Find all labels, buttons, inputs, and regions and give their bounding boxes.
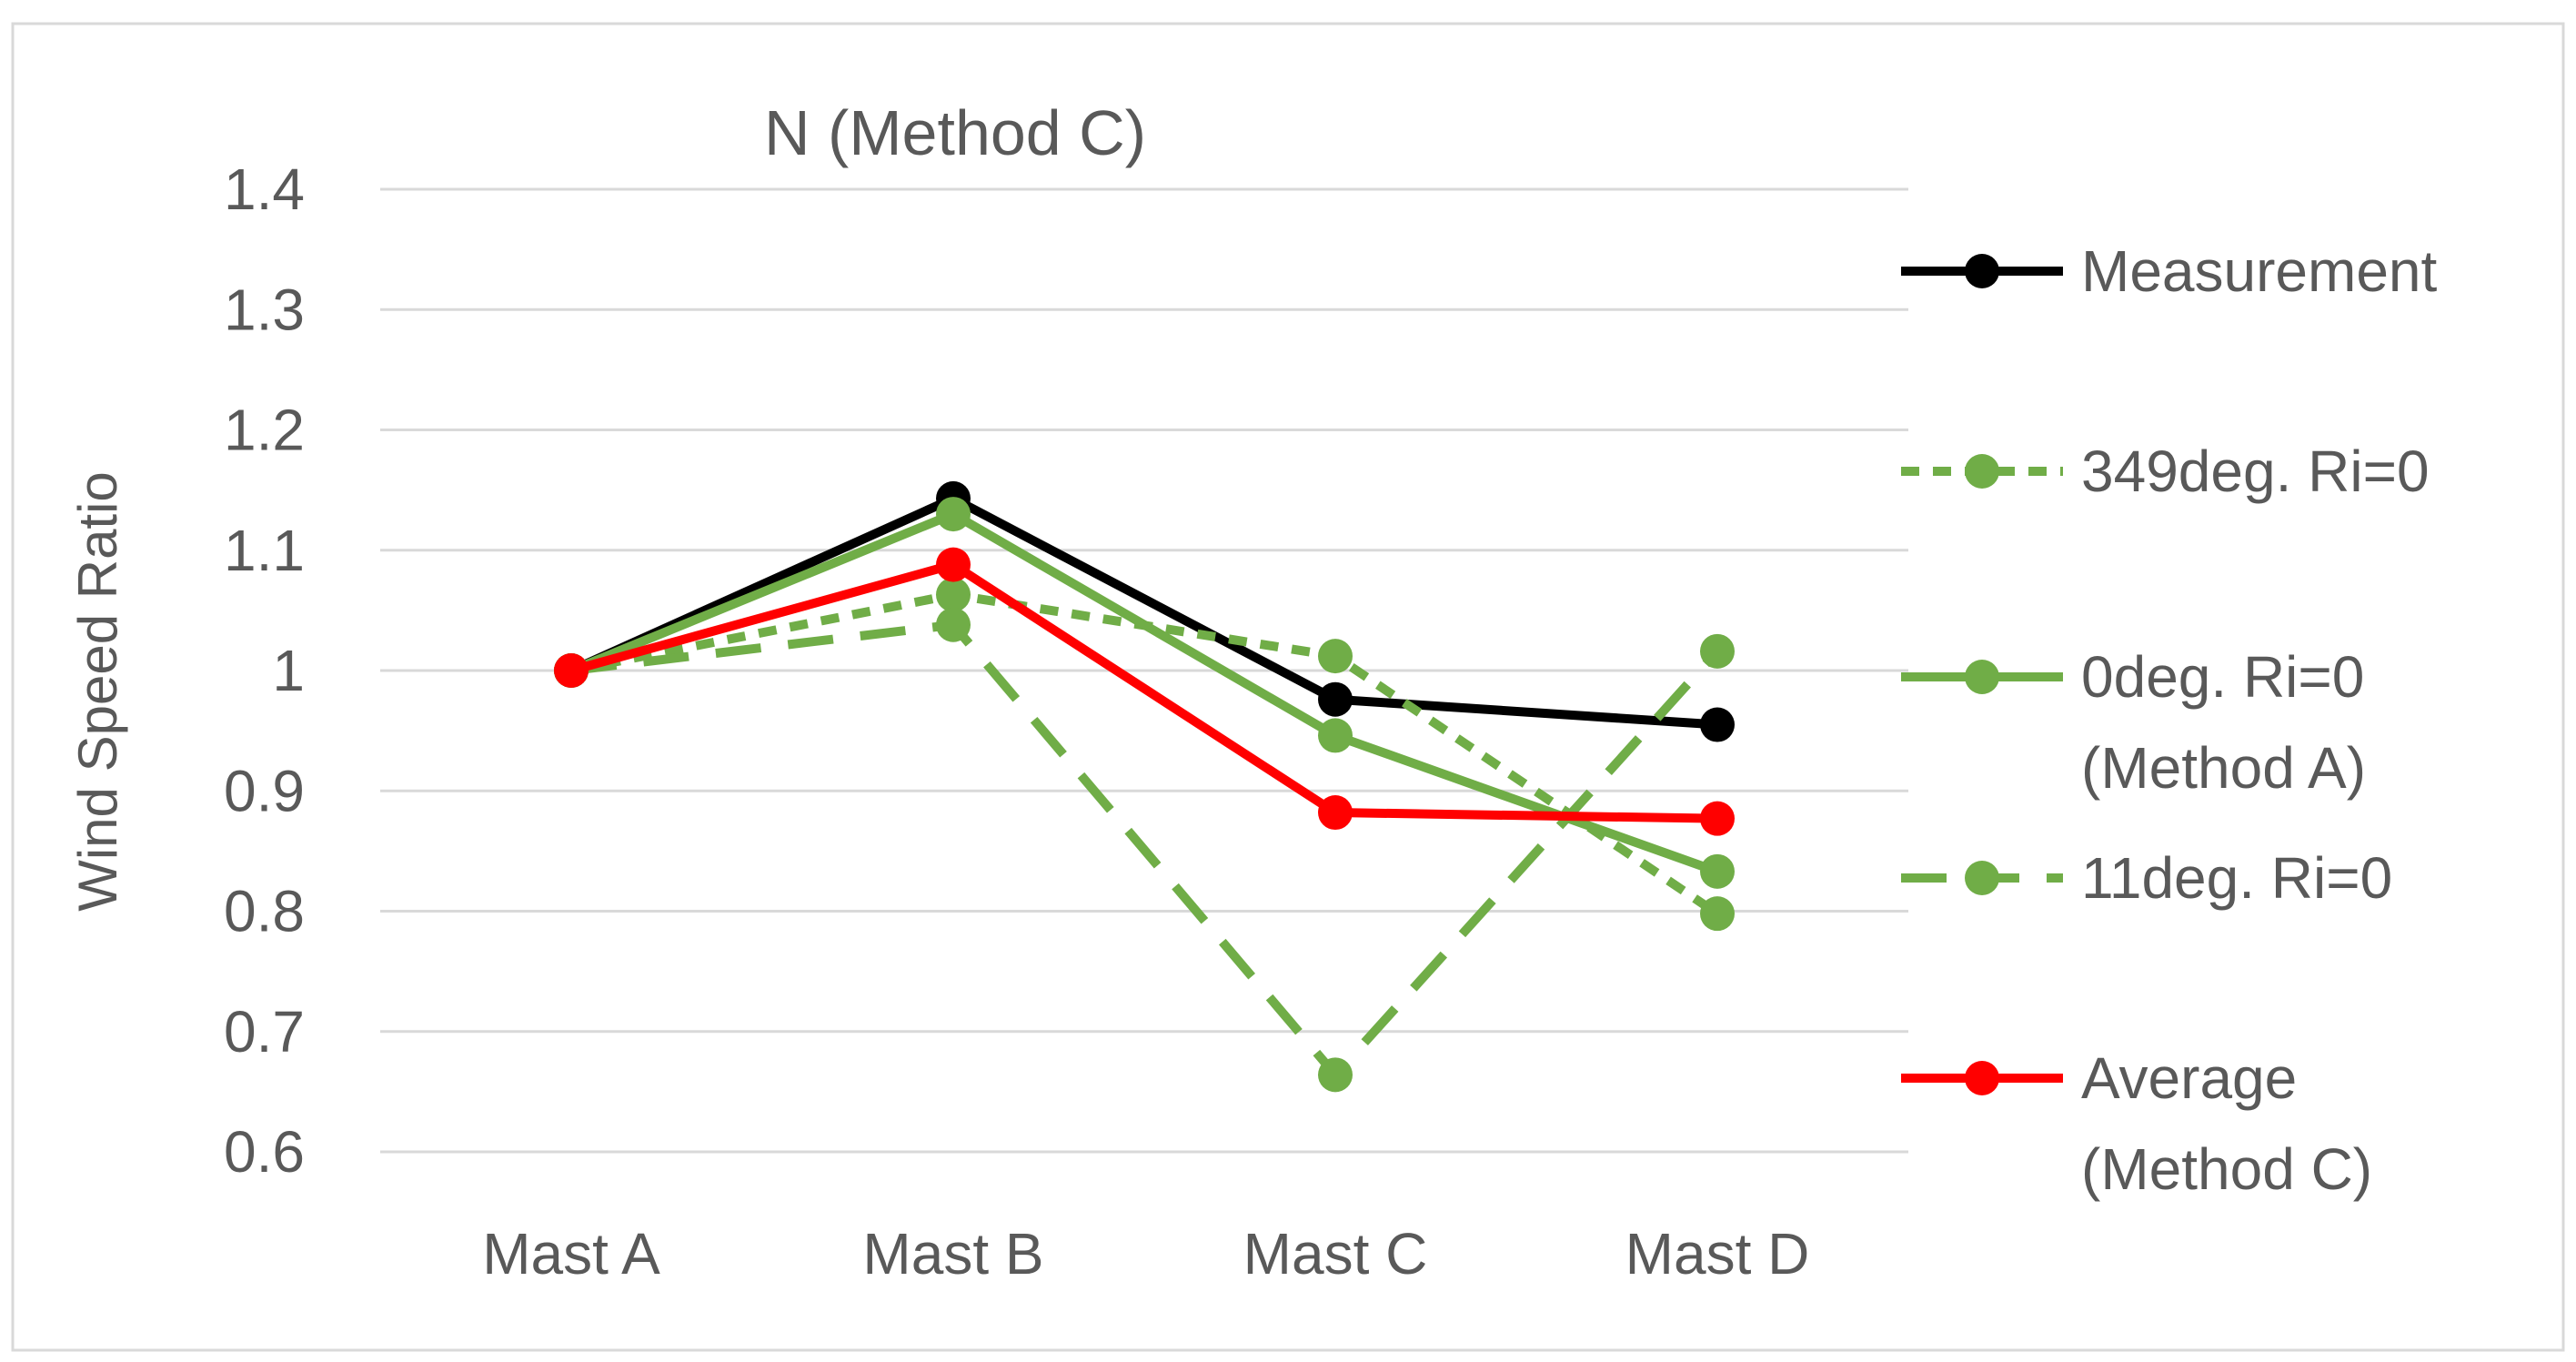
data-point [1700,853,1735,889]
data-point [1318,718,1353,753]
series-average-method-c [554,547,1735,836]
data-point [554,653,589,688]
legend-marker [1965,254,1999,288]
legend-label: (Method C) [2081,1136,2372,1202]
legend-entry: Measurement [1901,238,2438,304]
series-line [569,493,1718,730]
series-plot [554,480,1735,1093]
y-tick-label: 0.8 [224,879,305,944]
y-tick-label: 1.3 [224,277,305,342]
series-line [569,560,1718,823]
data-point [1318,639,1353,674]
x-axis-ticks: Mast A Mast B Mast C Mast D [482,1221,1809,1286]
legend-marker [1965,861,1999,895]
legend-label: Average [2081,1045,2297,1111]
legend-entry: 349deg. Ri=0 [1901,439,2430,504]
x-tick-label: Mast C [1243,1221,1428,1286]
legend-entry: 0deg. Ri=0 (Method A) [1901,644,2366,801]
y-axis-ticks: 1.4 1.3 1.2 1.1 1 0.9 0.8 0.7 0.6 [224,156,305,1185]
data-point [1700,633,1735,669]
data-point [936,497,971,532]
y-tick-label: 1.2 [224,398,305,463]
legend-entry: 11deg. Ri=0 [1901,845,2392,911]
legend-label: 11deg. Ri=0 [2081,845,2392,911]
y-tick-label: 1.1 [224,518,305,583]
x-tick-label: Mast B [862,1221,1043,1286]
data-point [1318,795,1353,831]
data-point [1318,681,1353,717]
series-line [570,620,1721,1080]
legend-entry: Average (Method C) [1901,1045,2372,1202]
y-tick-label: 1.4 [224,156,305,222]
data-point [936,607,971,642]
series-0deg-ri-0-method-a [554,497,1735,889]
gridlines [380,187,1908,1154]
legend-marker [1965,454,1999,489]
x-tick-label: Mast A [482,1221,660,1286]
y-tick-label: 0.6 [224,1119,305,1185]
legend: Measurement 349deg. Ri=0 0deg. Ri=0 (Method… [1901,238,2438,1202]
legend-label: 349deg. Ri=0 [2081,439,2430,504]
data-point [1700,707,1735,742]
data-point [936,547,971,582]
y-tick-label: 1 [272,638,305,703]
legend-label: Measurement [2081,238,2438,304]
legend-marker [1965,660,1999,694]
legend-label: (Method A) [2081,735,2366,801]
data-point [936,577,971,612]
y-tick-label: 0.9 [224,758,305,823]
x-tick-label: Mast D [1625,1221,1810,1286]
data-point [1700,801,1735,836]
legend-marker [1965,1061,1999,1095]
chart-frame [11,22,2565,1352]
series-line [569,509,1719,876]
legend-label: 0deg. Ri=0 [2081,644,2364,710]
chart-title: N (Method C) [764,97,1146,168]
y-tick-label: 0.7 [224,999,305,1064]
y-axis-title: Wind Speed Ratio [67,471,128,912]
data-point [1700,896,1735,932]
data-point [1318,1057,1353,1093]
